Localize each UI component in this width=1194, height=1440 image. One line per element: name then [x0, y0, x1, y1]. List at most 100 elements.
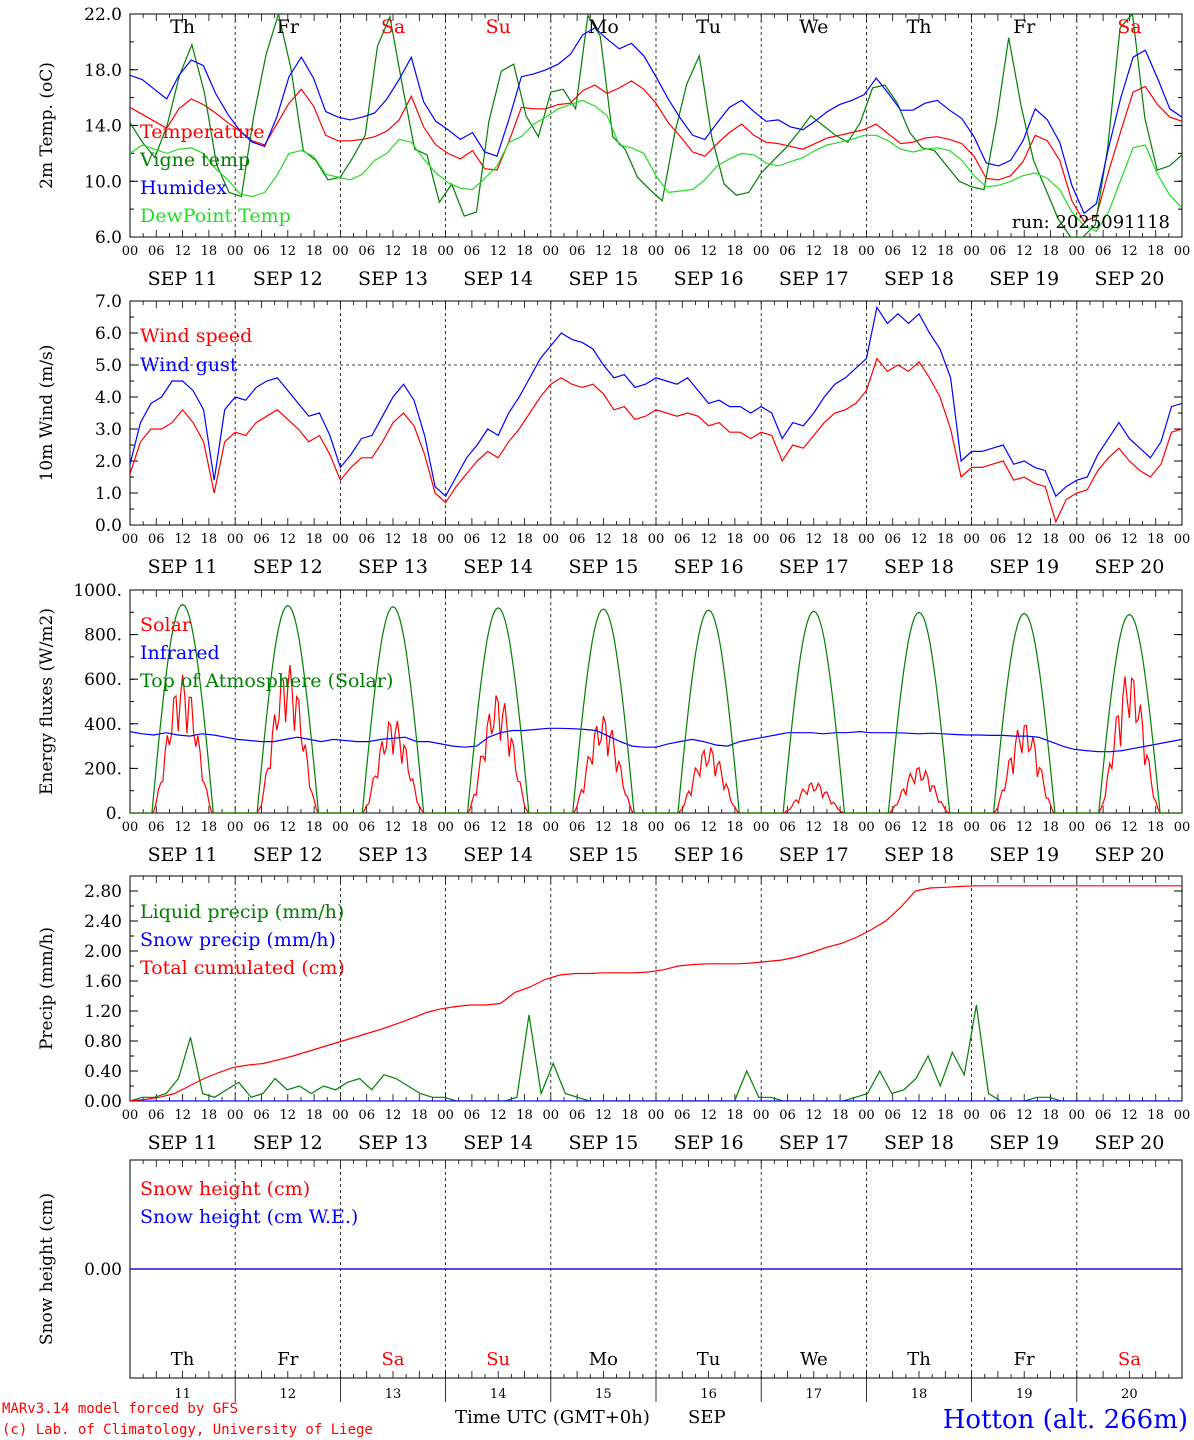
day-number: 20	[1121, 1387, 1138, 1402]
hour-label: 12	[806, 532, 823, 547]
day-number: 19	[1016, 1387, 1033, 1402]
hour-label: 06	[148, 532, 165, 547]
hour-label: 12	[490, 1108, 507, 1123]
date-label: SEP 20	[1094, 844, 1164, 866]
hour-label: 12	[385, 532, 402, 547]
hour-label: 06	[464, 244, 481, 259]
hour-label: 00	[648, 1108, 665, 1123]
y-tick-label: 0.00	[84, 1092, 122, 1112]
hour-label: 18	[727, 532, 744, 547]
hour-label: 00	[437, 820, 454, 835]
y-tick-label: 6.0	[95, 324, 122, 344]
day-number: 11	[174, 1387, 191, 1402]
hour-label: 12	[1121, 532, 1138, 547]
hour-label: 18	[411, 244, 428, 259]
hour-label: 06	[779, 244, 796, 259]
hour-label: 18	[201, 1108, 218, 1123]
date-label: SEP 19	[989, 556, 1059, 578]
hour-label: 18	[306, 1108, 323, 1123]
hour-label: 06	[674, 820, 691, 835]
date-label: SEP 12	[253, 268, 323, 290]
y-tick-label: 1.0	[95, 484, 122, 504]
hour-label: 00	[543, 1108, 560, 1123]
y-tick-label: 5.0	[95, 356, 122, 376]
hour-label: 18	[201, 820, 218, 835]
day-number: 16	[700, 1387, 717, 1402]
hour-label: 18	[937, 1108, 954, 1123]
series-group	[130, 305, 1182, 524]
hour-label: 00	[753, 1108, 770, 1123]
hour-label: 00	[437, 244, 454, 259]
y-tick-label: 0.00	[84, 1260, 122, 1280]
panel-temperature: 6.0 10.0 14.0 18.0 22.0 2m Temp. (oC) Temperat…	[37, 5, 1190, 290]
legend-entry: Wind speed	[140, 325, 252, 347]
date-label: SEP 17	[779, 1132, 849, 1154]
hour-label: 18	[727, 820, 744, 835]
hour-label: 06	[569, 244, 586, 259]
hour-label: 12	[490, 532, 507, 547]
date-label: SEP 20	[1094, 1132, 1164, 1154]
legend-entry: Humidex	[140, 177, 227, 199]
legend-entry: Solar	[140, 614, 192, 636]
date-label: SEP 16	[674, 268, 744, 290]
hour-label: 00	[332, 1108, 349, 1123]
y-tick-label: 2.80	[84, 882, 122, 902]
hour-label: 00	[858, 1108, 875, 1123]
hour-label: 00	[122, 820, 139, 835]
series-line-humidex	[130, 27, 1182, 215]
hour-label: 06	[569, 1108, 586, 1123]
date-label: SEP 15	[568, 556, 638, 578]
hour-label: 00	[543, 820, 560, 835]
hour-label: 00	[1174, 244, 1191, 259]
hour-label: 06	[990, 532, 1007, 547]
weekday-label: Mo	[588, 16, 619, 38]
hour-label: 18	[516, 244, 533, 259]
x-axis-title: Time UTC (GMT+0h)	[455, 1407, 650, 1428]
hour-label: 00	[437, 532, 454, 547]
hour-label: 06	[253, 244, 270, 259]
weekday-label: Th	[170, 16, 195, 38]
hour-label: 06	[253, 532, 270, 547]
hour-label: 18	[937, 820, 954, 835]
hour-label: 06	[1095, 244, 1112, 259]
hour-label: 00	[963, 532, 980, 547]
hour-label: 18	[411, 820, 428, 835]
hour-label: 06	[253, 1108, 270, 1123]
hour-label: 00	[122, 244, 139, 259]
date-label: SEP 19	[989, 1132, 1059, 1154]
day-number: 17	[806, 1387, 823, 1402]
hour-label: 18	[937, 532, 954, 547]
hour-label: 06	[464, 532, 481, 547]
y-tick-label: 1.20	[84, 1002, 122, 1022]
panel-wind: 0.0 1.0 2.0 3.0 4.0 5.0 6.0 7.0 10m Wind (m/s) Wi…	[37, 292, 1190, 578]
hour-label: 00	[1069, 244, 1086, 259]
legend-entry: Snow height (cm W.E.)	[140, 1206, 358, 1228]
hour-label: 00	[332, 244, 349, 259]
hour-label: 12	[280, 1108, 297, 1123]
date-label: SEP 18	[884, 556, 954, 578]
date-label: SEP 11	[148, 844, 218, 866]
hour-label: 00	[753, 532, 770, 547]
hour-label: 06	[884, 244, 901, 259]
series-line-solar	[130, 665, 1182, 813]
hour-label: 00	[858, 532, 875, 547]
legend-entry: Snow precip (mm/h)	[140, 929, 336, 951]
hour-label: 18	[201, 244, 218, 259]
series-line-wind-gust	[130, 305, 1182, 498]
hour-label: 06	[884, 1108, 901, 1123]
hour-label: 18	[832, 244, 849, 259]
hour-label: 18	[306, 820, 323, 835]
hour-label: 06	[148, 1108, 165, 1123]
hour-label: 06	[464, 1108, 481, 1123]
date-label: SEP 19	[989, 844, 1059, 866]
hour-label: 12	[280, 532, 297, 547]
y-tick-label: 600.	[84, 670, 122, 690]
legend-entry: Total cumulated (cm)	[140, 957, 345, 979]
hour-label: 06	[674, 532, 691, 547]
weekday-label: Su	[486, 1349, 510, 1370]
hour-label: 18	[621, 532, 638, 547]
hour-label: 06	[990, 244, 1007, 259]
y-tick-label: 2.00	[84, 942, 122, 962]
y-tick-label: 10.0	[84, 172, 122, 192]
date-label: SEP 18	[884, 844, 954, 866]
